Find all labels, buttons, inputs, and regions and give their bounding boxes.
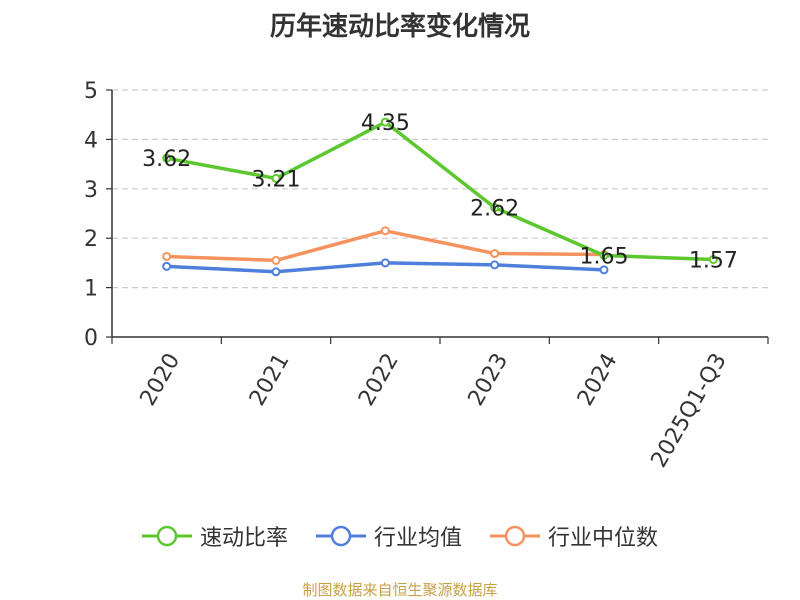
x-tick-label: 2022 xyxy=(354,349,404,410)
legend-label: 行业均值 xyxy=(373,526,462,551)
legend-line-icon xyxy=(315,525,366,547)
chart-title: 历年速动比率变化情况 xyxy=(269,12,530,42)
x-tick-label: 2021 xyxy=(245,349,295,410)
data-point xyxy=(271,267,281,277)
data-point xyxy=(599,265,609,275)
legend-label: 行业中位数 xyxy=(548,526,659,551)
data-point xyxy=(380,117,390,127)
data-point xyxy=(271,173,281,183)
data-point xyxy=(380,258,390,268)
y-tick-label: 5 xyxy=(84,79,98,104)
y-tick-label: 2 xyxy=(84,227,98,252)
x-tick-label: 2023 xyxy=(464,349,514,410)
data-point xyxy=(599,250,609,260)
data-point xyxy=(271,255,281,265)
x-tick-label: 2020 xyxy=(136,349,186,410)
data-point xyxy=(162,251,172,261)
legend-item[interactable]: 速动比率 xyxy=(141,520,288,552)
axes: 0 1 2 3 4 5 2020 2021 2022 2023 2024 2025Q1-Q3 xyxy=(84,79,769,472)
data-point xyxy=(490,203,500,213)
data-label: 3.21 xyxy=(252,167,301,192)
x-tick-label: 2024 xyxy=(573,349,623,410)
y-tick-label: 3 xyxy=(84,178,98,203)
data-point xyxy=(490,249,500,259)
legend-label: 速动比率 xyxy=(199,526,288,551)
data-label: 3.62 xyxy=(142,147,191,172)
x-tick-label: 2025Q1-Q3 xyxy=(647,349,732,472)
data-label: 1.57 xyxy=(689,248,738,273)
legend: 速动比率 行业均值 行业中位数 xyxy=(0,520,800,552)
data-point xyxy=(162,261,172,271)
data-labels: 3.62 3.21 4.35 2.62 1.65 1.57 xyxy=(142,111,738,273)
data-point xyxy=(162,153,172,163)
series-line xyxy=(166,120,714,262)
y-tick-label: 4 xyxy=(84,128,98,153)
data-source: 制图数据来自恒生聚源数据库 xyxy=(302,581,498,599)
data-label: 4.35 xyxy=(361,111,410,136)
y-tick-label: 1 xyxy=(84,277,98,302)
legend-item[interactable]: 行业中位数 xyxy=(490,520,658,552)
y-tick-label: 0 xyxy=(84,326,98,351)
data-label: 2.62 xyxy=(470,197,519,222)
legend-item[interactable]: 行业均值 xyxy=(315,520,462,552)
legend-line-icon xyxy=(141,525,192,547)
data-label: 1.65 xyxy=(580,244,629,269)
data-point xyxy=(708,254,718,264)
data-point xyxy=(380,226,390,236)
legend-line-icon xyxy=(490,525,540,547)
series-lines xyxy=(162,117,718,277)
data-point xyxy=(490,260,500,270)
